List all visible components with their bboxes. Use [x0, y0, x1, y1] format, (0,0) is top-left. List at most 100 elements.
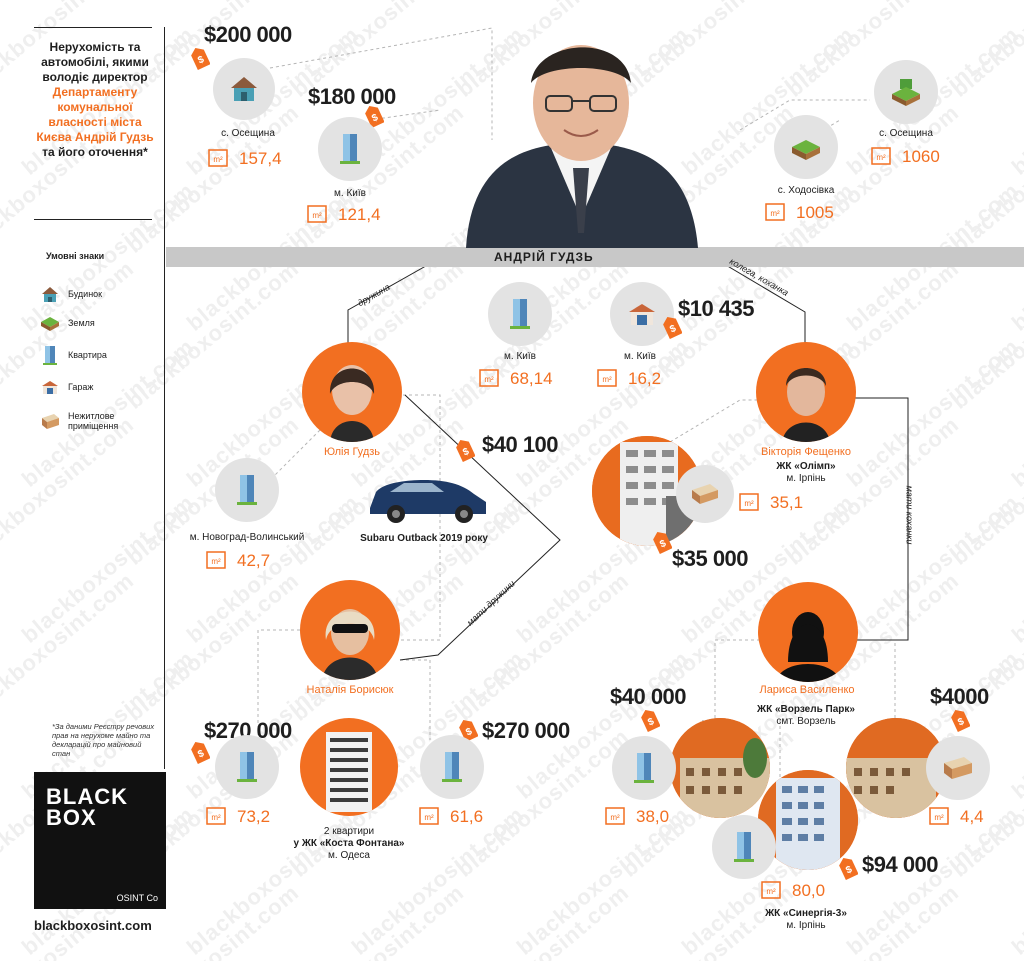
kyiv-garage-location: м. Київ — [624, 351, 656, 362]
name-yulia: Юлія Гудзь — [323, 446, 381, 458]
vorzel-apt-area: m² 38,0 — [604, 806, 669, 828]
osesh-house-location: с. Осещина — [221, 128, 275, 139]
price-tag-icon: $ — [839, 858, 858, 880]
apartment-icon — [442, 752, 462, 782]
price-tag-icon: $ — [653, 532, 672, 554]
price-osesh-house: $200 000 — [204, 22, 292, 47]
odesa-caption-l1: 2 квартири — [323, 826, 375, 837]
car-name: Subaru Outback 2019 року — [360, 533, 488, 544]
legend-item-house: Будинок — [40, 283, 102, 305]
odesa1-area: m² 73,2 — [205, 806, 270, 828]
asset-odesa-apt2 — [420, 735, 484, 799]
svg-text:m²: m² — [876, 153, 886, 162]
house-icon — [42, 287, 58, 302]
asset-osesh-land — [874, 60, 938, 124]
asset-novograd-apt — [215, 458, 279, 522]
land-icon — [892, 79, 920, 106]
brand-logo: BLACK BOX OSINT Co — [34, 772, 166, 909]
area-icon: m² — [208, 149, 228, 167]
svg-text:m²: m² — [744, 499, 754, 508]
costa-fontana-photo — [300, 718, 398, 816]
svg-text:$: $ — [464, 726, 474, 739]
khodosivka-land-location: с. Ходосівка — [777, 185, 835, 196]
top-rule — [34, 27, 152, 28]
commercial-icon — [944, 757, 972, 779]
price-olimp: $35 000 — [672, 546, 749, 571]
kyiv-apt2-area: m² 68,14 — [478, 368, 553, 390]
asset-khodosivka-land — [774, 115, 838, 179]
svg-text:$: $ — [668, 323, 678, 336]
banner-label: АНДРІЙ ГУДЗЬ — [494, 250, 594, 264]
price-synergy: $94 000 — [862, 852, 939, 877]
svg-text:m²: m² — [770, 209, 780, 218]
price-tag-icon: $ — [641, 710, 660, 732]
svg-text:$: $ — [461, 446, 471, 459]
svg-text:m²: m² — [602, 375, 612, 384]
legend-item-commercial: Нежитлове приміщення — [40, 408, 138, 434]
title-prefix: Нерухомість та автомобілі, якими володіє… — [41, 40, 149, 84]
name-larysa: Лариса Василенко — [759, 684, 855, 696]
car-image — [370, 480, 486, 523]
kyiv-apt2-location: м. Київ — [504, 351, 536, 362]
asset-synergy-apt — [712, 815, 776, 879]
kyiv-apt1-area: m² 121,4 — [306, 204, 381, 226]
price-kyiv-garage: $10 435 — [678, 296, 755, 321]
kyiv-apt1-location: м. Київ — [334, 188, 366, 199]
odesa2-area: m² 61,6 — [418, 806, 483, 828]
price-tag-icon: $ — [663, 317, 682, 339]
price-tag-icon: $ — [191, 742, 210, 764]
vorzel-location: смт. Ворзель — [776, 716, 836, 727]
osesh-land-location: с. Осещина — [879, 128, 933, 139]
synergy-location: м. Ірпінь — [786, 920, 826, 931]
olimp-complex: ЖК «Олімп» — [776, 461, 836, 472]
svg-text:$: $ — [658, 538, 668, 551]
portrait-natalia — [300, 580, 400, 680]
page-title: Нерухомість та автомобілі, якими володіє… — [36, 40, 154, 160]
commercial-icon — [42, 414, 59, 429]
asset-vorzel-commercial — [926, 736, 990, 800]
legend-item-apartment: Квартира — [40, 344, 107, 366]
portrait-viktoria — [756, 342, 856, 442]
commercial-icon — [692, 484, 718, 504]
price-vorzel-commercial: $4000 — [930, 684, 989, 709]
svg-text:m²: m² — [610, 813, 620, 822]
asset-vorzel-apt — [612, 736, 676, 800]
svg-text:m²: m² — [934, 813, 944, 822]
price-tag-icon: $ — [191, 48, 210, 70]
price-vorzel-apt: $40 000 — [610, 684, 687, 709]
asset-kyiv-garage — [610, 282, 674, 346]
title-highlight: Департаменту комунальної власності міста… — [36, 85, 154, 144]
svg-text:m²: m² — [312, 211, 322, 220]
relation-lover-mother: мати коханки — [904, 485, 915, 545]
legend-item-land: Земля — [40, 312, 95, 334]
apartment-icon — [340, 134, 360, 164]
khodosivka-land-area: m² 1005 — [764, 202, 834, 224]
portrait-yulia — [302, 342, 402, 442]
price-tag-icon: $ — [365, 106, 384, 128]
apartment-icon — [237, 752, 257, 782]
synergy-area: m² 80,0 — [760, 880, 825, 902]
osesh-house-area: m² 157,4 — [207, 148, 282, 170]
name-banner — [166, 247, 1024, 267]
portrait-andrii — [466, 45, 698, 248]
olimp-area: m² 35,1 — [738, 492, 803, 514]
apartment-icon — [634, 753, 654, 783]
legend-heading: Умовні знаки — [46, 251, 105, 261]
vorzel-park-photo-left — [670, 718, 770, 818]
site-link[interactable]: blackboxosint.com — [34, 918, 152, 933]
svg-text:m²: m² — [211, 813, 221, 822]
vorzel-complex: ЖК «Ворзель Парк» — [757, 704, 855, 715]
price-odesa2: $270 000 — [482, 718, 570, 743]
svg-text:$: $ — [646, 716, 656, 729]
svg-text:$: $ — [196, 54, 206, 67]
olimp-photo — [592, 436, 702, 546]
svg-text:m²: m² — [213, 155, 223, 164]
asset-osesh-house — [213, 58, 275, 120]
legend-item-garage: Гараж — [40, 376, 93, 398]
title-suffix: та його оточення* — [42, 145, 148, 159]
apartment-icon — [43, 346, 57, 365]
svg-text:$: $ — [956, 716, 966, 729]
price-car: $40 100 — [482, 432, 559, 457]
title-rule — [34, 219, 152, 220]
olimp-location: м. Ірпінь — [786, 473, 826, 484]
